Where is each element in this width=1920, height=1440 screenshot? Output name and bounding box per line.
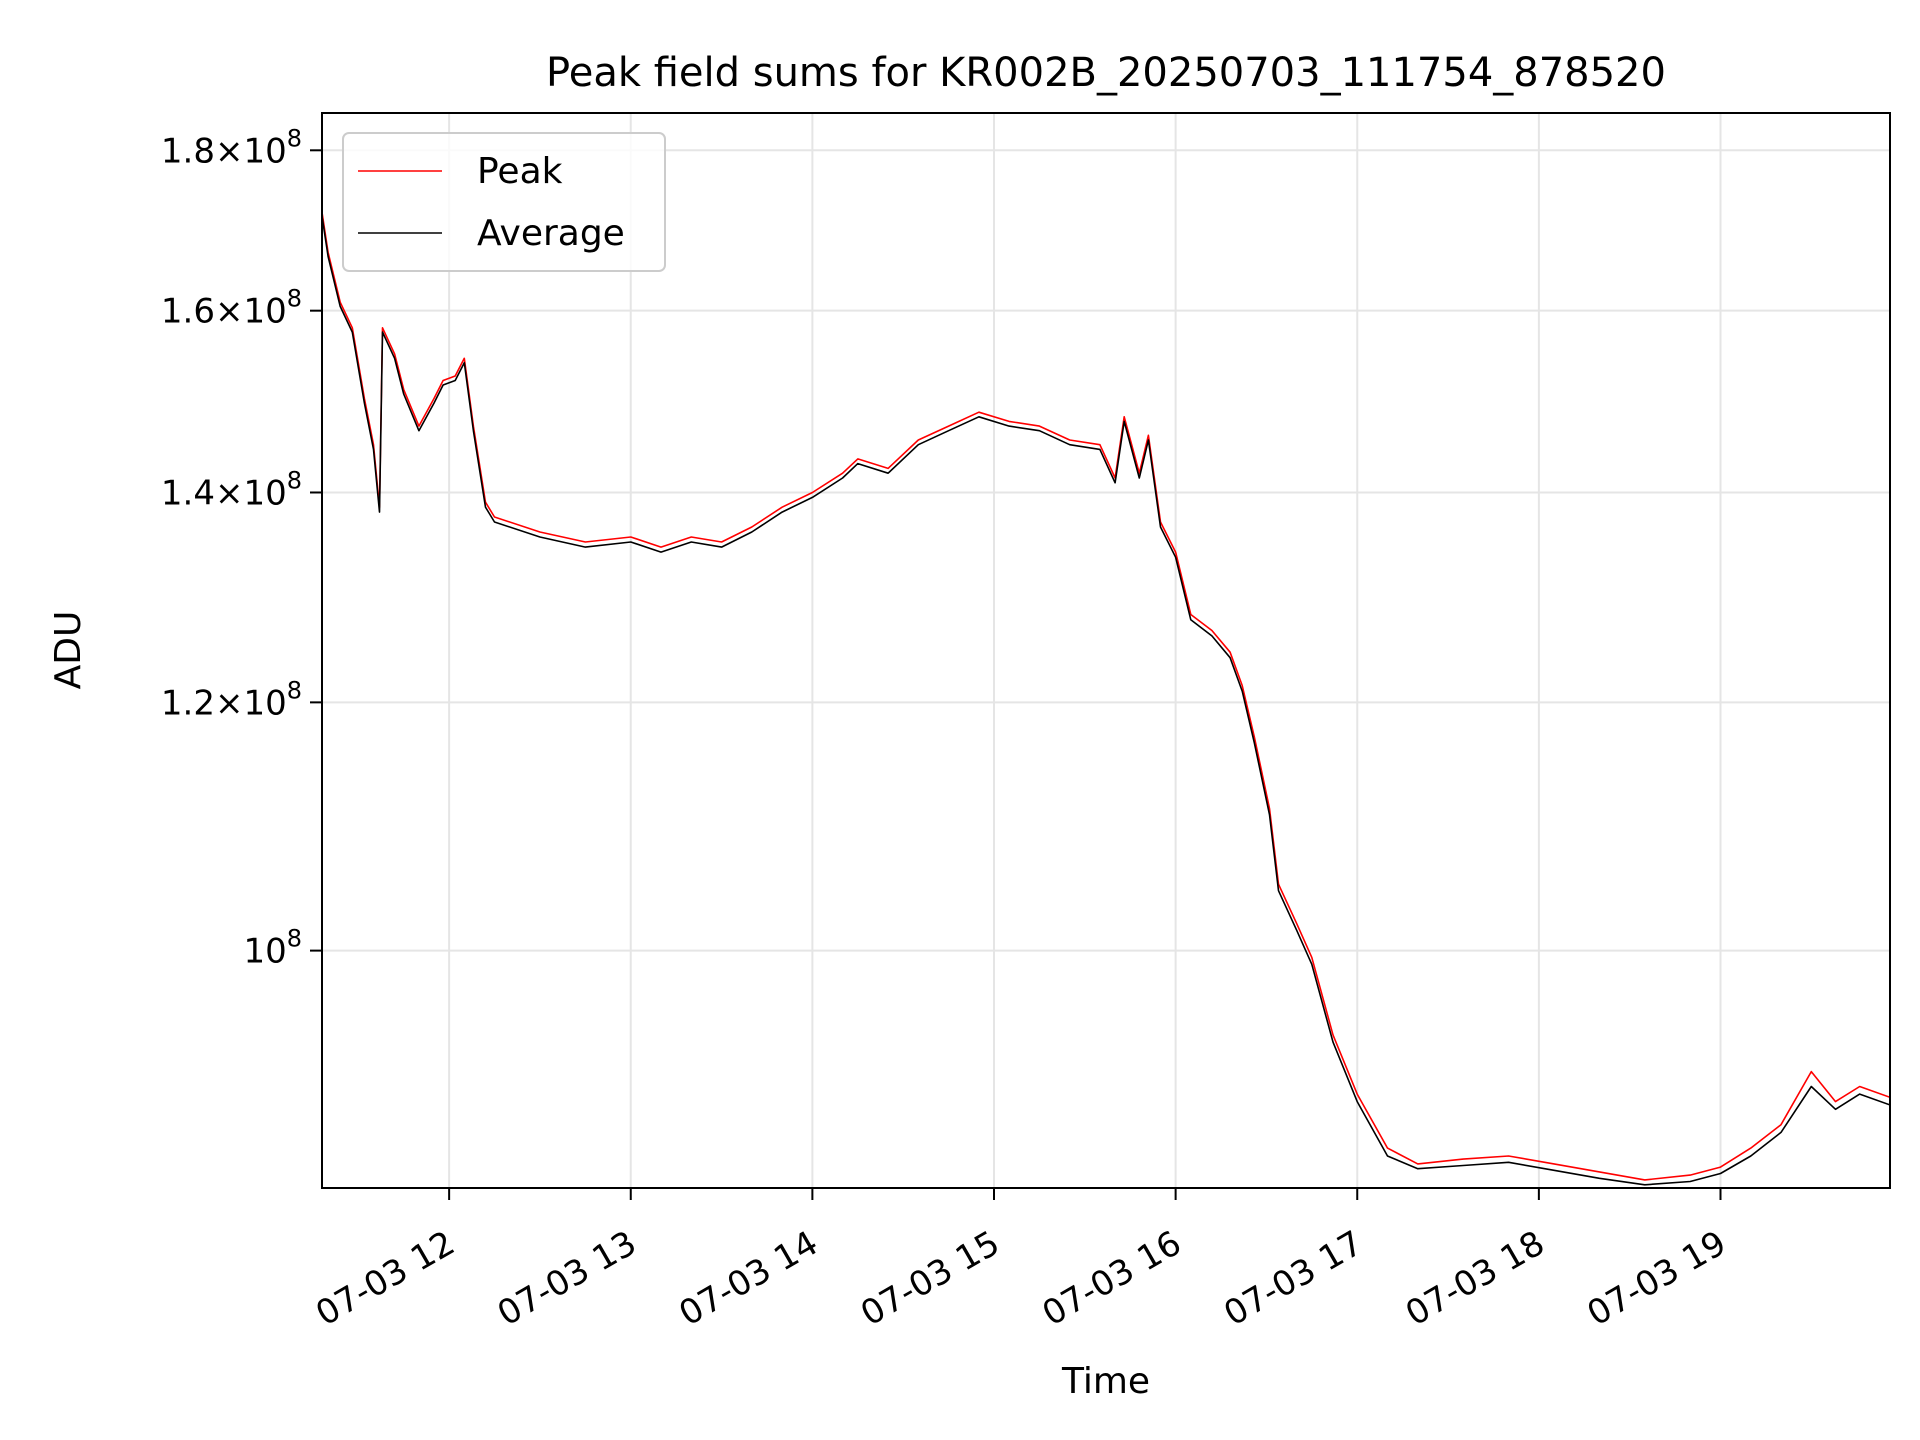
- grid: [322, 113, 1890, 1188]
- plot-frame: [321, 112, 1891, 1189]
- series-line-average: [322, 216, 1890, 1186]
- y-axis-label: ADU: [48, 611, 89, 690]
- series-layer: [322, 212, 1890, 1186]
- y-tick-label: 1.8×108: [161, 124, 302, 171]
- legend-box: [342, 132, 666, 272]
- y-tick-label: 1.2×108: [161, 676, 302, 723]
- y-tick-label: 1.6×108: [161, 285, 302, 332]
- legend: Peak Average: [342, 132, 666, 272]
- y-tick-label: 108: [243, 925, 302, 972]
- y-tick-label: 1.4×108: [161, 466, 302, 513]
- chart-title: Peak field sums for KR002B_20250703_1117…: [546, 50, 1666, 96]
- x-axis-label: Time: [1061, 1361, 1150, 1402]
- legend-label-average: Average: [477, 213, 625, 254]
- legend-label-peak: Peak: [477, 151, 563, 192]
- y-axis: 108 1.2×108 1.4×108 1.6×108 1.8×108: [161, 124, 322, 972]
